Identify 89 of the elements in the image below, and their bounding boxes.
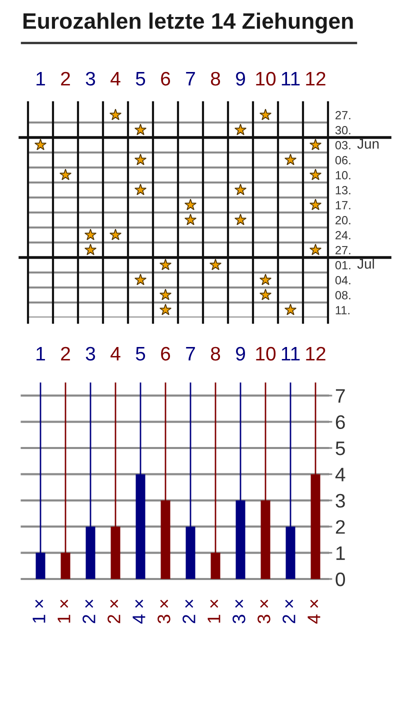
x-tick-label: 5 [136,347,146,361]
y-tick-label: 03. [335,141,350,150]
point [184,214,197,226]
x-tick-label: 1 [36,347,45,360]
x-tick-label: 10 [256,346,276,361]
point [259,288,272,300]
y-tick-label: 7 [336,389,345,403]
point [234,184,247,196]
x-tick-label: 2 [61,346,70,360]
x-tick-label: 4 [110,347,120,360]
y-tick-label: 0 [336,572,345,586]
data-label: 4 × [132,600,146,624]
y-tick-label: 30. [335,126,350,134]
data-label: 2 × [108,600,120,624]
y-tick-label: 27. [336,111,350,120]
data-label: 1 × [58,600,70,623]
y-tick-label: 17. [336,201,350,210]
x-tick-label: 2 [61,72,70,86]
data-label: 3 × [258,600,270,624]
point [59,168,72,180]
point [309,138,322,150]
data-label: 2 × [82,600,96,624]
x-tick-label: 11 [282,347,300,360]
y-tick-label: 20. [336,216,350,224]
x-tick-label: 6 [161,346,170,361]
x-tick-label: 9 [236,72,245,86]
y-tick-label: 01. [335,261,350,270]
point [259,274,272,286]
point [309,198,322,210]
y-tick-label: 13. [336,186,350,194]
y-tick-label: 3 [336,494,345,508]
point [134,124,147,136]
y-tick-label: 5 [336,442,345,456]
y2-tick-label: Jul [357,258,374,269]
point [109,108,122,120]
point [209,258,222,270]
y-tick-label: 06. [335,156,350,164]
point [159,304,172,316]
x-tick-label: 11 [282,72,300,86]
x-tick-label: 8 [210,346,220,361]
x-tick-label: 5 [136,72,146,86]
data-label: 1 × [208,600,220,623]
data-label: 3 × [232,600,246,624]
data-label: 4 × [308,600,320,624]
y-tick-label: 2 [336,520,345,534]
point [134,154,147,166]
x-tick-label: 6 [161,72,170,86]
x-tick-label: 3 [86,72,96,86]
point [84,228,97,240]
y-tick-label: 11. [336,306,350,314]
x-tick-label: 1 [36,72,45,86]
y-tick-label: 6 [336,415,345,430]
y-tick-label: 08. [335,291,350,300]
y-tick-label: 27. [336,246,350,254]
y-tick-label: 1 [336,546,345,560]
point [309,168,322,180]
point [284,304,297,316]
point [34,138,47,150]
y-tick-label: 24. [336,231,350,240]
x-tick-label: 10 [256,72,276,86]
point [159,258,172,270]
x-tick-label: 12 [306,72,326,86]
point [84,244,97,256]
y-tick-label: 04. [335,276,350,284]
point [234,214,247,226]
x-tick-label: 12 [306,346,326,360]
point [109,228,122,240]
y-tick-label: 10. [336,171,350,180]
point [159,288,172,300]
point [284,154,297,166]
data-label: 3 × [158,600,170,624]
x-tick-label: 9 [236,346,245,361]
data-label: 1 × [32,600,46,623]
x-tick-label: 7 [186,347,195,360]
chart-title: Eurozahlen letzte 14 Ziehungen [23,12,353,34]
x-tick-label: 3 [86,346,96,361]
point [184,198,197,210]
point [259,108,272,120]
y2-tick-label: Jun [357,139,379,149]
point [134,184,147,196]
x-tick-label: 7 [186,72,195,86]
point [309,244,322,256]
y-tick-label: 4 [335,468,346,482]
data-label: 2 × [282,600,296,624]
data-label: 2 × [182,600,196,624]
point [234,124,247,136]
point [134,274,147,286]
x-tick-label: 8 [210,72,220,86]
x-tick-label: 4 [110,72,120,86]
